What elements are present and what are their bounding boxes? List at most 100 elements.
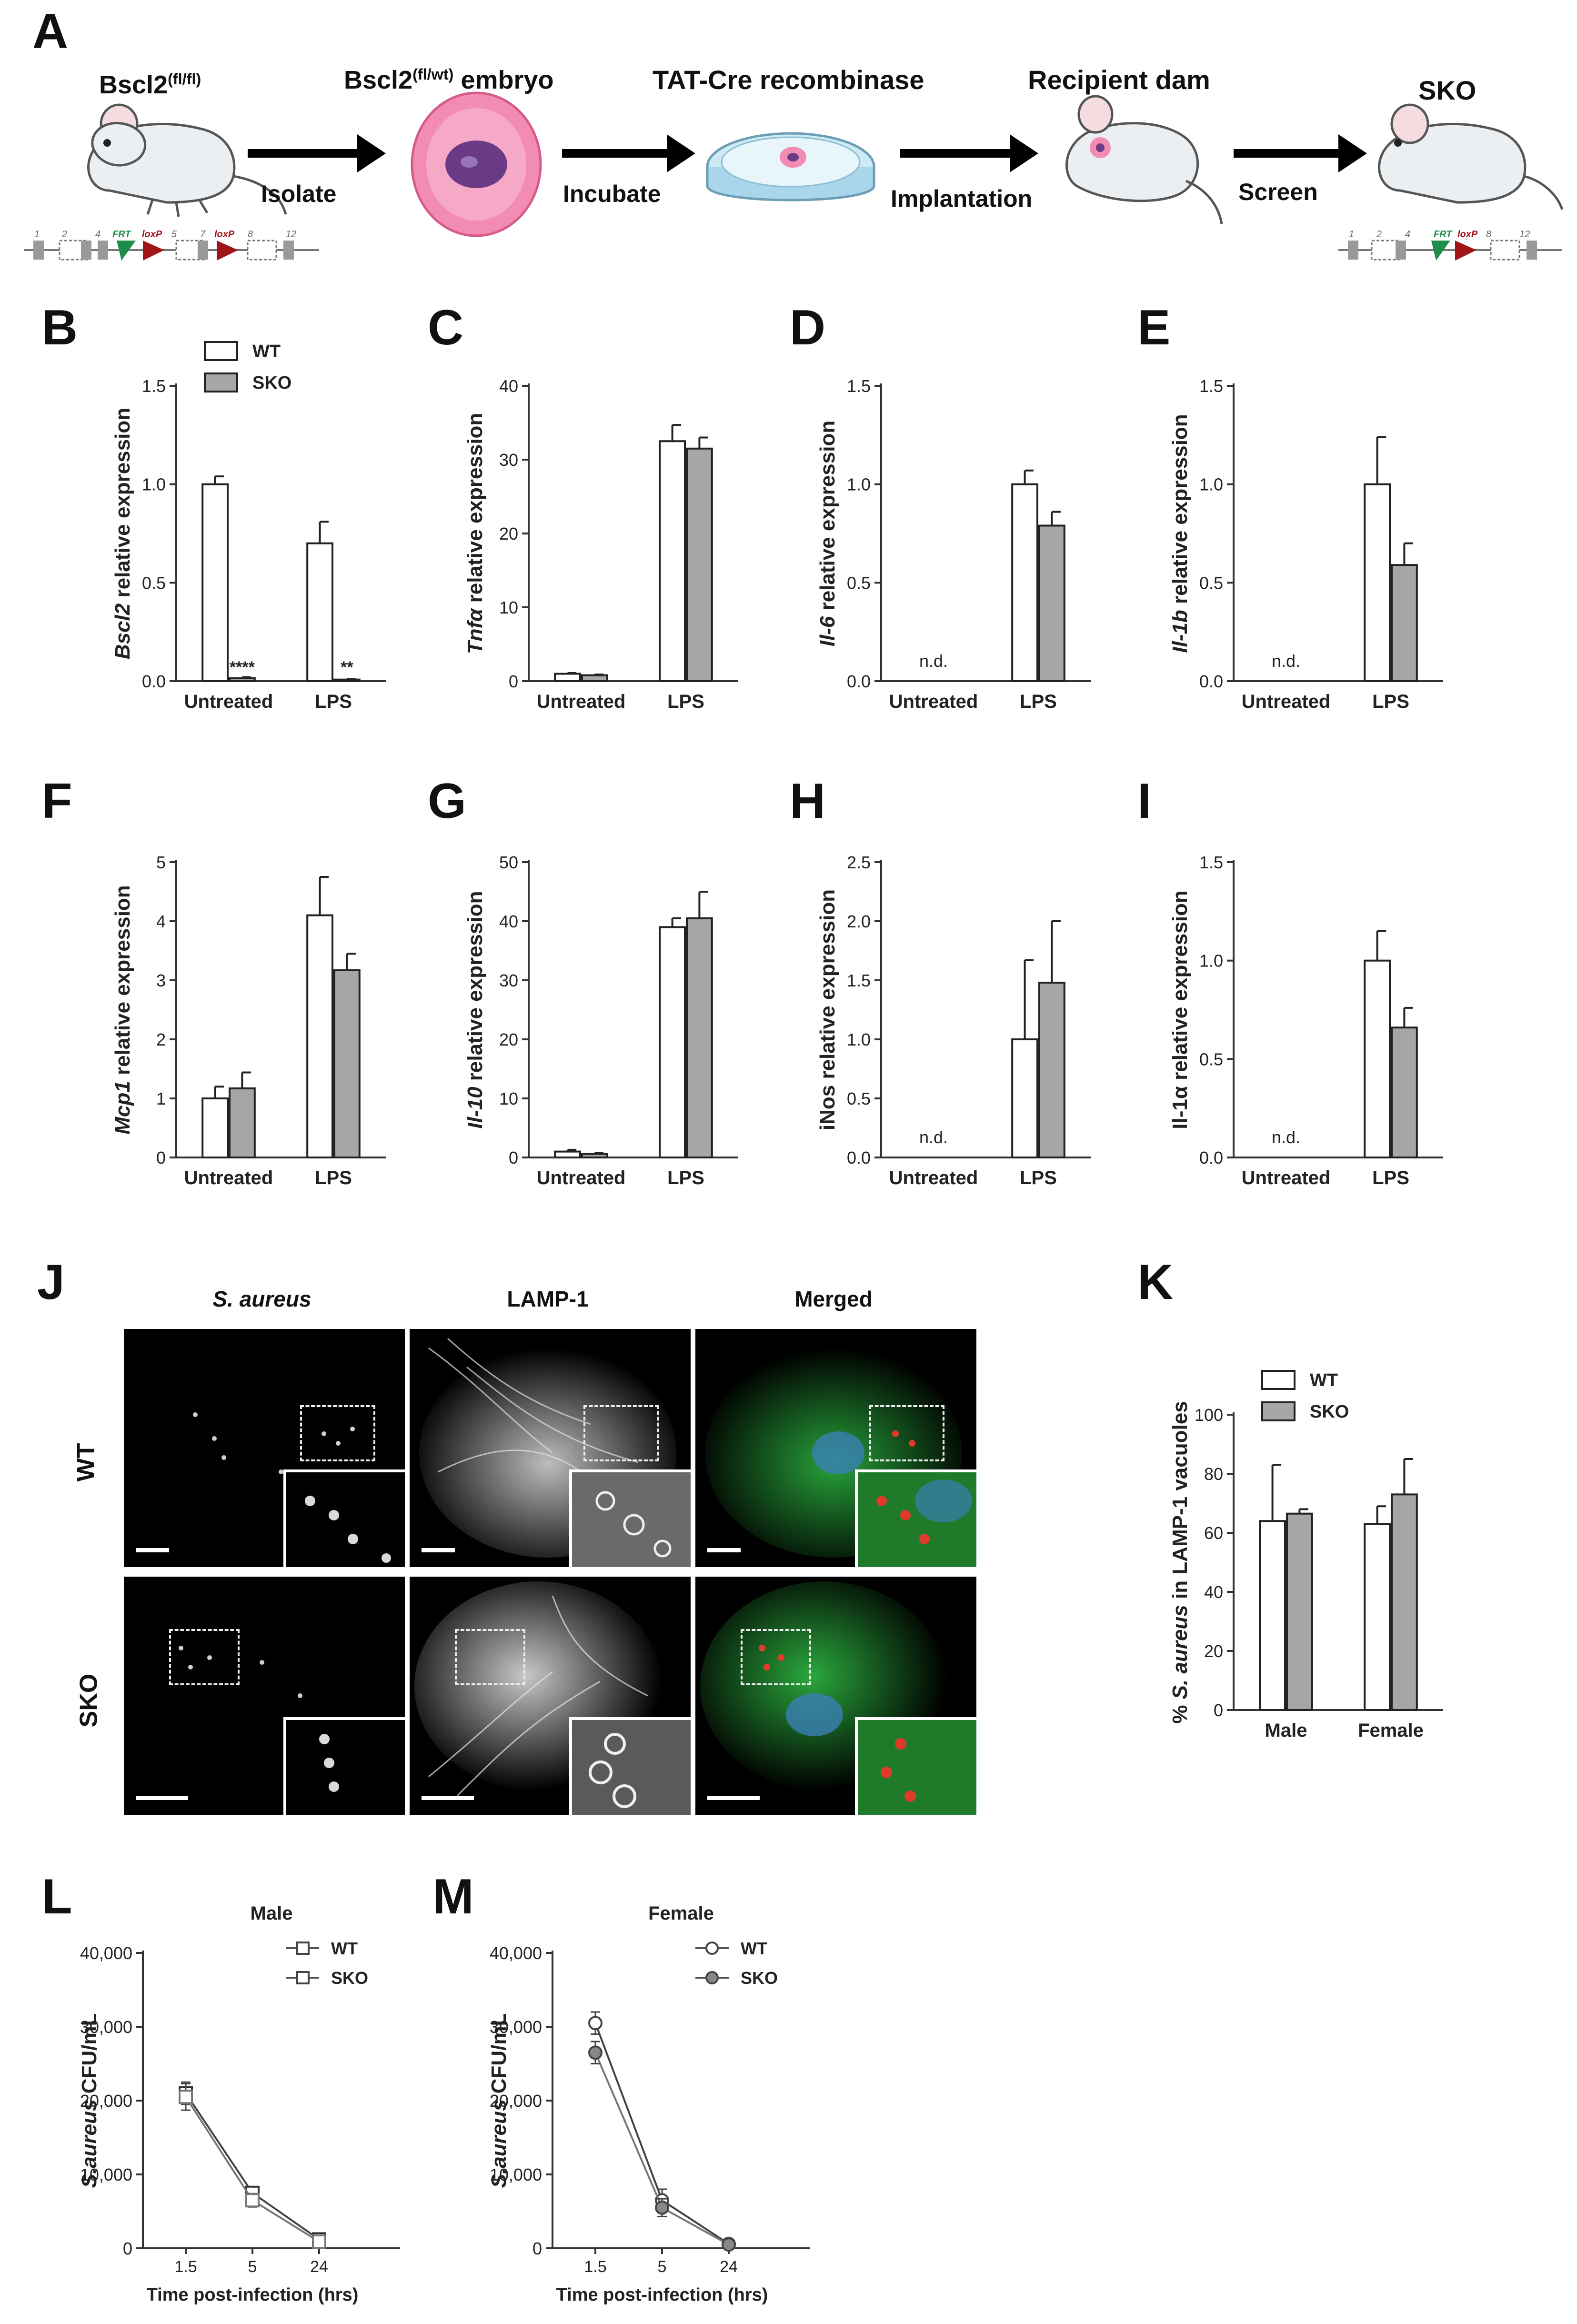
y-tick-label: 1	[156, 1089, 166, 1108]
bar-wt	[201, 483, 229, 682]
scale-bar	[422, 1796, 474, 1800]
bar-wt	[659, 926, 686, 1158]
series-line-sko	[185, 2096, 320, 2243]
legend-label: SKO	[331, 1968, 368, 1988]
panel-letter-l: L	[42, 1869, 72, 1924]
micrograph-wt-lamp1	[410, 1329, 691, 1567]
point-wt	[588, 2016, 603, 2031]
legend-label: WT	[252, 342, 281, 362]
y-tick-label: 0.0	[142, 672, 166, 691]
y-tick-label: 40	[499, 912, 518, 931]
inset-zoom	[855, 1469, 976, 1567]
x-tick-label: LPS	[1372, 1167, 1409, 1188]
y-tick-label: 20,000	[80, 2091, 132, 2111]
arrow2-label: Incubate	[563, 181, 661, 207]
y-tick-label: 1.0	[1199, 475, 1223, 494]
col-label-s-aureus: S. aureus	[212, 1287, 311, 1311]
y-tick-label: 40,000	[490, 1943, 542, 1963]
panel-letter-g: G	[428, 774, 466, 829]
series-line-wt	[185, 2093, 320, 2241]
legend-marker-sko	[705, 1971, 719, 1984]
x-tick-label: LPS	[1020, 1167, 1057, 1188]
panel-letter-b: B	[42, 300, 78, 355]
gene-right-label-8: 8	[1486, 229, 1491, 240]
step5-title: SKO	[1418, 75, 1477, 105]
panel-letter-h: H	[790, 774, 826, 829]
mouse-1-illustration	[87, 103, 287, 217]
y-tick-label: 1.5	[142, 376, 166, 396]
chart-k: 0 20 40 60 80 100% S. aureus in LAMP-1 vacuol…	[1168, 1370, 1443, 1741]
y-tick-label: 10	[499, 598, 518, 617]
y-tick-label: 30	[499, 971, 518, 990]
y-tick-label: 10	[499, 1089, 518, 1108]
inset-zoom	[855, 1717, 976, 1815]
legend-label: WT	[331, 1939, 358, 1958]
x-tick-label: Untreated	[184, 1167, 273, 1188]
point-sko	[245, 2193, 260, 2208]
inset-zoom	[569, 1717, 691, 1815]
y-tick-label: 30,000	[80, 2017, 132, 2037]
y-axis-label: S.aureus CFU/mL	[78, 2013, 101, 2188]
micrograph-wt-merged	[695, 1329, 976, 1567]
bar-sko	[581, 1153, 608, 1158]
legend-swatch-wt	[1261, 1370, 1296, 1390]
chart-title: Female	[648, 1903, 714, 1924]
scale-bar	[707, 1796, 760, 1800]
bar-wt	[659, 440, 686, 682]
legend-label: SKO	[252, 373, 291, 393]
gene-right-label-4: 4	[1405, 229, 1410, 240]
gene-label-8: 8	[248, 229, 253, 240]
chart-l: 0 10,000 20,000 30,000 40,000 S.aureus CFU/mL…	[78, 1903, 400, 2305]
y-tick-label: 0.0	[847, 672, 871, 691]
legend-label: SKO	[1310, 1402, 1349, 1422]
bar-sko	[686, 917, 713, 1159]
point-sko	[179, 2090, 193, 2104]
x-tick-label: 1.5	[174, 2258, 197, 2276]
y-tick-label: 0.5	[1199, 1049, 1223, 1069]
x-tick-label: Male	[1265, 1720, 1307, 1741]
y-tick-label: 0	[509, 672, 518, 691]
col-label-lamp1: LAMP-1	[507, 1287, 589, 1311]
bar-sko	[1038, 981, 1065, 1158]
chart-b: 0.0 0.5 1.0 1.5 Bscl2 relative expression Unt…	[111, 341, 386, 712]
arrow1-label: Isolate	[261, 181, 337, 207]
bar-wt	[306, 542, 334, 682]
chart-e: 0.0 0.5 1.0 1.5 Il-1b relative expression Unt…	[1168, 376, 1443, 712]
inset-zoom	[569, 1469, 691, 1567]
gene-map-left	[24, 240, 319, 261]
workflow-diagram: 1 2 4 FRT 5 loxP 7 loxP 8 12 1 2 4 FRT l…	[24, 91, 1564, 261]
bar-wt	[1011, 1038, 1039, 1158]
legend-marker-wt	[296, 1942, 310, 1955]
micrograph-wt-s-aureus	[124, 1329, 405, 1567]
embryo-illustration	[411, 91, 542, 237]
micrograph-sko-merged	[695, 1577, 976, 1815]
roi-box	[741, 1629, 811, 1685]
legend-label: WT	[1310, 1370, 1338, 1390]
nd-label: n.d.	[919, 651, 948, 671]
y-tick-label: 0	[532, 2239, 542, 2258]
panel-letter-a: A	[32, 4, 69, 59]
gene-right-label-frt: FRT	[1434, 229, 1453, 240]
legend-label: SKO	[741, 1968, 778, 1988]
bar-sko	[686, 447, 713, 682]
y-tick-label: 40,000	[80, 1943, 132, 1963]
mouse-sko-illustration	[1378, 103, 1564, 210]
recipient-dam-illustration	[1065, 95, 1223, 224]
panel-letter-d: D	[790, 300, 826, 355]
chart-g: 0 10 20 30 40 50 Il-10 relative expression Untr…	[463, 853, 738, 1188]
inset-zoom	[283, 1717, 405, 1815]
micrograph-sko-s-aureus	[124, 1577, 405, 1815]
y-tick-label: 1.0	[142, 475, 166, 494]
roi-box	[455, 1629, 525, 1685]
y-tick-label: 0.0	[847, 1148, 871, 1167]
gene-right-label-loxp: loxP	[1457, 229, 1478, 240]
gene-right-label-1: 1	[1349, 229, 1354, 240]
x-tick-label: Untreated	[184, 691, 273, 712]
y-tick-label: 3	[156, 971, 166, 990]
step2-title: Bscl2(fl/wt) embryo	[344, 66, 554, 94]
legend-marker-sko	[296, 1971, 310, 1984]
y-tick-label: 30	[499, 450, 518, 470]
y-tick-label: 100	[1195, 1405, 1223, 1425]
legend-swatch-sko	[1261, 1401, 1296, 1421]
petri-dish-illustration	[706, 132, 875, 201]
